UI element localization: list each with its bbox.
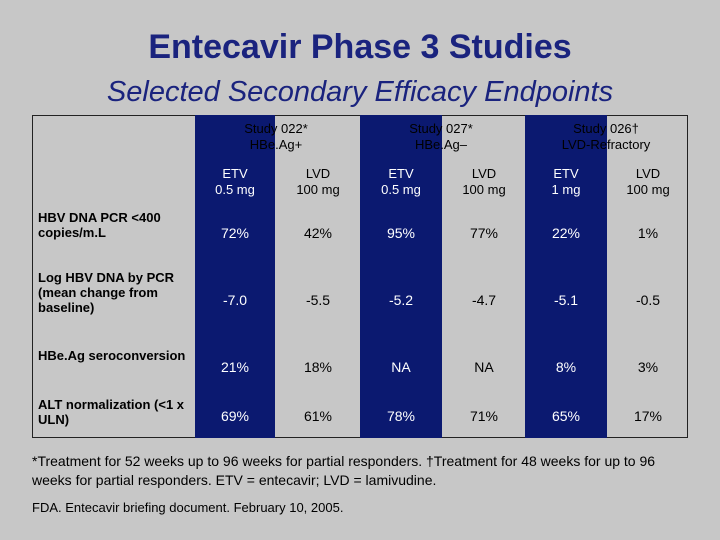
slide-subtitle: Selected Secondary Efficacy Endpoints: [106, 76, 614, 108]
table-cell: -4.7: [471, 292, 497, 308]
table-cell: 42%: [303, 225, 333, 241]
study-header: Study 022* HBe.Ag+: [201, 121, 351, 153]
column-dose: 0.5 mg: [215, 182, 255, 197]
study-name: Study 026†: [573, 121, 639, 136]
table-cell: 72%: [220, 225, 250, 241]
table-cell: -7.0: [222, 292, 248, 308]
table-cell: 65%: [551, 408, 581, 424]
table-cell: 61%: [303, 408, 333, 424]
study-header: Study 026† LVD-Refractory: [531, 121, 681, 153]
column-dose: 100 mg: [462, 182, 506, 197]
slide-title: Entecavir Phase 3 Studies: [148, 28, 572, 66]
table-cell: NA: [474, 359, 494, 375]
table-cell: 95%: [386, 225, 416, 241]
table-cell: 3%: [637, 359, 659, 375]
table-cell: 22%: [551, 225, 581, 241]
table-cell: -5.5: [305, 292, 331, 308]
source-citation: FDA. Entecavir briefing document. Februa…: [32, 500, 344, 515]
table-cell: 69%: [220, 408, 250, 424]
row-label: HBe.Ag seroconversion: [38, 348, 186, 363]
table-cell: 18%: [303, 359, 333, 375]
column-dose: 0.5 mg: [381, 182, 421, 197]
table-cell: 17%: [633, 408, 663, 424]
column-drug: LVD: [635, 166, 661, 181]
column-drug: ETV: [222, 166, 248, 181]
column-drug: LVD: [471, 166, 497, 181]
column-header: ETV 1 mg: [526, 166, 606, 198]
table-cell: 1%: [637, 225, 659, 241]
row-label: HBV DNA PCR <400 copies/m.L: [38, 210, 161, 240]
study-name: Study 022*: [244, 121, 308, 136]
table-cell: 71%: [469, 408, 499, 424]
highlight-col-etv-022: [195, 115, 275, 438]
row-label: ALT normalization (<1 x ULN): [38, 397, 185, 427]
highlight-col-etv-027: [360, 115, 442, 438]
column-header: LVD 100 mg: [278, 166, 358, 198]
row-label: Log HBV DNA by PCR (mean change from bas…: [38, 270, 175, 315]
column-header: LVD 100 mg: [608, 166, 688, 198]
table-cell: 78%: [386, 408, 416, 424]
table-cell: 77%: [469, 225, 499, 241]
study-population: LVD-Refractory: [561, 137, 651, 152]
column-drug: ETV: [553, 166, 579, 181]
table-cell: -5.1: [553, 292, 579, 308]
column-header: LVD 100 mg: [444, 166, 524, 198]
column-header: ETV 0.5 mg: [361, 166, 441, 198]
study-header: Study 027* HBe.Ag–: [366, 121, 516, 153]
study-population: HBe.Ag+: [249, 137, 303, 152]
column-drug: LVD: [305, 166, 331, 181]
table-cell: -5.2: [388, 292, 414, 308]
table-cell: 8%: [555, 359, 577, 375]
column-dose: 1 mg: [551, 182, 581, 197]
table-cell: NA: [391, 359, 411, 375]
study-name: Study 027*: [409, 121, 473, 136]
highlight-col-etv-026: [525, 115, 607, 438]
study-population: HBe.Ag–: [414, 137, 468, 152]
footnote: *Treatment for 52 weeks up to 96 weeks f…: [32, 453, 656, 488]
column-dose: 100 mg: [296, 182, 340, 197]
column-drug: ETV: [388, 166, 414, 181]
column-dose: 100 mg: [626, 182, 670, 197]
table-cell: -0.5: [635, 292, 661, 308]
column-header: ETV 0.5 mg: [195, 166, 275, 198]
table-cell: 21%: [220, 359, 250, 375]
